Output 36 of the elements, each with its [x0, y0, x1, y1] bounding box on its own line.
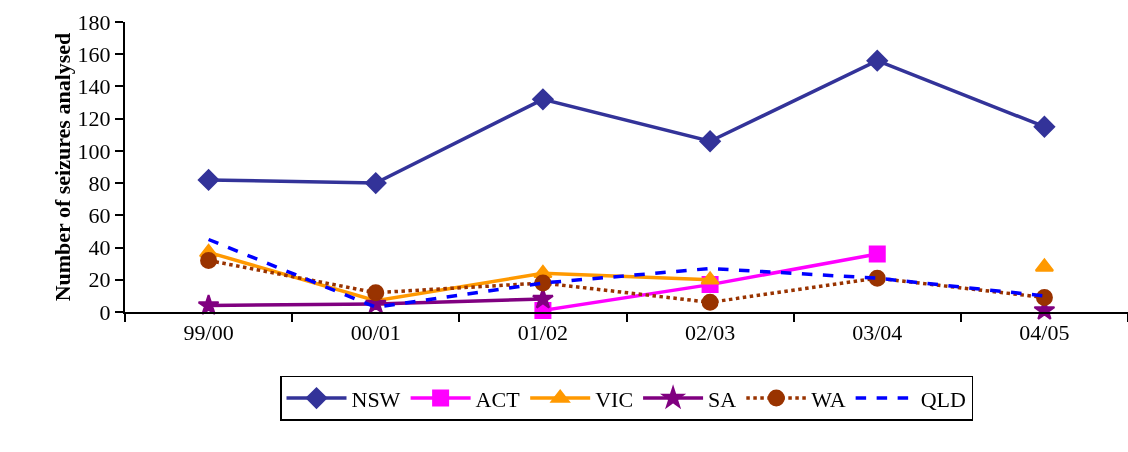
point — [197, 169, 220, 191]
point — [868, 245, 886, 263]
y-tick-label: 160 — [77, 41, 111, 67]
point — [1033, 115, 1056, 138]
point — [700, 271, 720, 285]
y-tick-label: 80 — [88, 170, 111, 196]
x-tick-label: 04/05 — [1019, 320, 1070, 346]
legend-label: ACT — [475, 386, 521, 412]
point — [365, 172, 387, 194]
y-tick-label: 0 — [99, 299, 111, 325]
x-tick-label: 03/04 — [852, 320, 903, 346]
point — [367, 284, 385, 302]
y-tick-label: 60 — [88, 203, 111, 229]
x-tick-label: 01/02 — [517, 320, 568, 346]
y-tick-label: 120 — [77, 106, 111, 132]
y-tick-label: 20 — [88, 267, 111, 293]
point — [866, 49, 888, 72]
point — [200, 251, 218, 269]
legend-label: NSW — [351, 386, 401, 412]
x-tick-label: 99/00 — [183, 320, 234, 346]
legend-label: VIC — [595, 386, 634, 412]
point — [197, 294, 220, 316]
y-tick-label: 180 — [77, 9, 111, 35]
point — [1035, 289, 1053, 306]
y-axis-title: Number of seizures analysed — [50, 32, 75, 302]
y-tick-label: 140 — [77, 74, 111, 100]
x-tick-label: 00/01 — [350, 320, 401, 346]
legend-label: WA — [811, 386, 846, 412]
x-tick-label: 02/03 — [685, 320, 736, 346]
point — [699, 130, 721, 152]
y-tick-label: 100 — [77, 138, 111, 164]
point — [701, 293, 719, 311]
legend-label: SA — [708, 386, 737, 412]
legend-label: QLD — [920, 386, 966, 412]
point — [532, 88, 554, 111]
y-tick-label: 40 — [88, 235, 111, 261]
